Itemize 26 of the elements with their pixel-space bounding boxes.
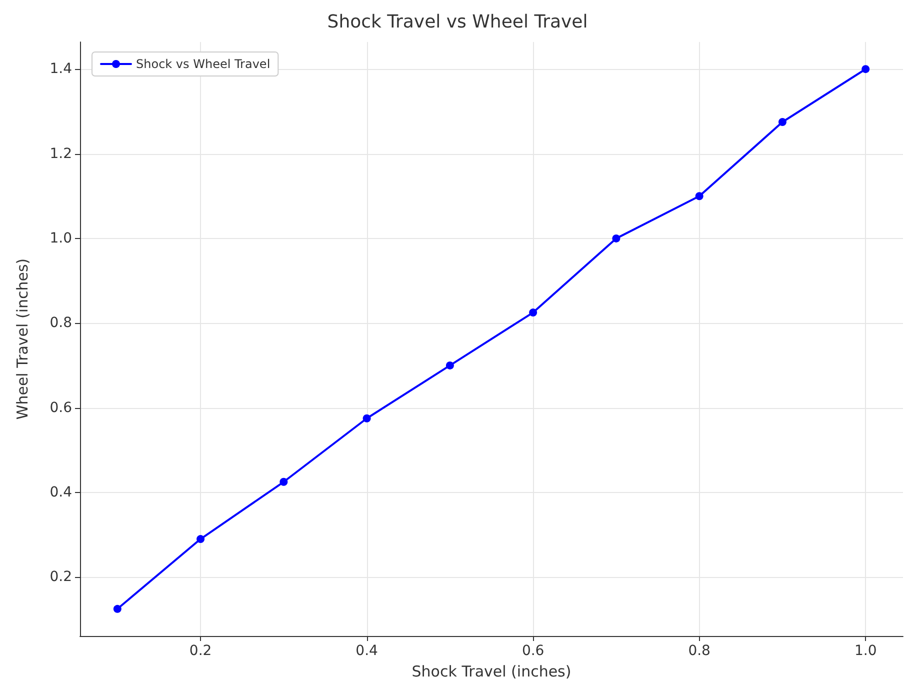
y-tick-label: 0.8: [50, 315, 72, 332]
point: [778, 118, 786, 126]
chart-title: Shock Travel vs Wheel Travel: [327, 12, 588, 32]
point: [529, 308, 538, 317]
y-tick-label: 0.4: [50, 484, 72, 500]
point: [113, 604, 122, 613]
x-tick-label: 0.4: [356, 643, 378, 659]
y-tick-label: 1.2: [50, 146, 72, 162]
point: [196, 535, 205, 544]
y-axis-title: Wheel Travel (inches): [14, 258, 32, 420]
point: [612, 234, 620, 242]
x-tick-label: 0.2: [189, 643, 212, 659]
x-tick-label: 0.8: [688, 643, 710, 659]
y-tick-label: 1.4: [50, 61, 72, 78]
y-tick-label: 0.2: [50, 569, 72, 586]
y-tick-label: 0.6: [50, 400, 72, 416]
point: [695, 192, 704, 200]
legend-label: Shock vs Wheel Travel: [136, 57, 270, 71]
y-tick-label: 1.0: [50, 230, 72, 246]
x-tick-label: 1.0: [854, 643, 877, 659]
point: [446, 361, 454, 370]
point: [280, 478, 288, 486]
x-tick-label: 0.6: [522, 643, 544, 659]
point: [862, 65, 870, 74]
point: [362, 414, 371, 422]
x-axis-title: Shock Travel (inches): [412, 662, 572, 680]
